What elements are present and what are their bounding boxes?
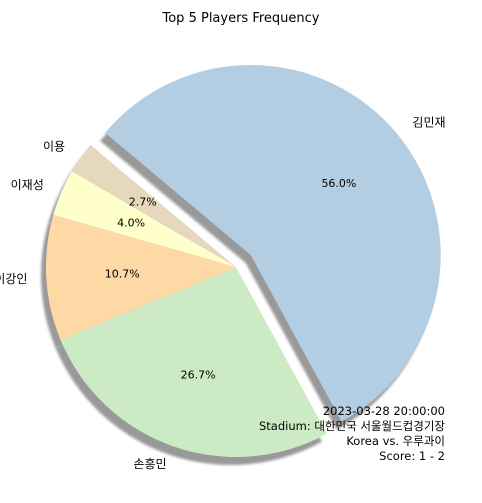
slice-5 — [71, 144, 236, 267]
pie-labels: 김민재 56.0% 손흥민 26.7% 이강인 10.7% 이재성 4.0% 이용 2.7% — [0, 116, 446, 472]
chart-title: Top 5 Players Frequency — [162, 11, 320, 26]
match-info-line-2: Stadium: 대한민국 서울월드컵경기장 — [259, 419, 445, 433]
slice-1 — [105, 64, 441, 422]
slice-3-percent-label: 10.7% — [105, 268, 140, 281]
slice-3 — [45, 214, 236, 340]
slice-2 — [60, 267, 327, 457]
slice-1-category-label: 김민재 — [412, 116, 445, 130]
slice-4-category-label: 이재성 — [11, 178, 44, 192]
slice-5-category-label: 이용 — [43, 140, 65, 154]
match-info-line-3: Korea vs. 우루과이 — [346, 434, 445, 448]
match-info-line-1: 2023-03-28 20:00:00 — [323, 404, 445, 418]
slice-5-percent-label: 2.7% — [129, 195, 157, 208]
pie-slices — [45, 64, 441, 457]
slice-2-percent-label: 26.7% — [181, 369, 216, 382]
slice-4 — [53, 171, 236, 267]
slice-1-percent-label: 56.0% — [321, 177, 356, 190]
match-info-line-4: Score: 1 - 2 — [379, 449, 445, 463]
slice-4-percent-label: 4.0% — [117, 216, 145, 229]
slice-3-category-label: 이강인 — [0, 272, 27, 286]
slice-2-category-label: 손흥민 — [133, 457, 166, 471]
